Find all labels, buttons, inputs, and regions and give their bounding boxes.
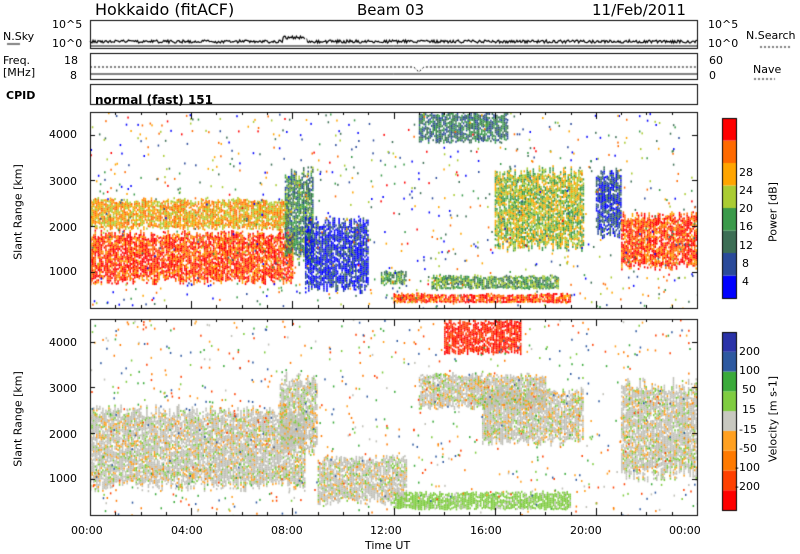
x-axis-label: Time UT <box>365 539 411 552</box>
noise-left-tick-top: 10^5 <box>52 18 83 31</box>
vel-cbar-tick: 200 <box>739 345 760 358</box>
freq-unit-label: [MHz] <box>3 66 36 79</box>
nave-tick-bottom: 0 <box>709 69 716 82</box>
power-cbar-tick: 16 <box>739 220 753 233</box>
power-cbar-tick: 8 <box>742 257 749 270</box>
date-title: 11/Feb/2011 <box>592 1 686 19</box>
vel-cbar-tick: -50 <box>739 442 757 455</box>
x-tick: 20:00 <box>570 524 602 537</box>
freq-label: Freq. <box>3 54 31 67</box>
nave-tick-top: 60 <box>709 54 723 67</box>
vel-ytick: 1000 <box>49 472 77 485</box>
power-cbar-tick: 20 <box>739 202 753 215</box>
station-title: Hokkaido (fitACF) <box>95 0 235 19</box>
x-tick: 08:00 <box>271 524 303 537</box>
vel-cbar-tick: 100 <box>739 364 760 377</box>
noise-left-tick-bottom: 10^0 <box>52 37 83 50</box>
vel-cbar-label: Velocity [m s-1] <box>766 375 780 463</box>
x-tick: 04:00 <box>171 524 203 537</box>
nsky-label: N.Sky <box>3 30 35 43</box>
x-tick: 00:00 <box>669 524 701 537</box>
vel-cbar-tick: -15 <box>739 423 757 436</box>
power-ytick: 2000 <box>49 221 77 234</box>
vel-cbar-tick: -200 <box>735 480 760 493</box>
vel-cbar-tick: 50 <box>742 383 756 396</box>
power-cbar-tick: 4 <box>742 275 749 288</box>
freq-tick-top: 18 <box>64 54 78 67</box>
power-cbar-tick: 12 <box>739 239 753 252</box>
power-cbar-label: Power [dB] <box>766 182 780 242</box>
cpid-label: CPID <box>6 89 36 102</box>
vel-cbar-tick: 15 <box>742 403 756 416</box>
vel-cbar-tick: -100 <box>735 461 760 474</box>
noise-right-tick-bottom: 10^0 <box>708 37 739 50</box>
nave-label: Nave <box>753 63 782 76</box>
x-tick: 00:00 <box>71 524 103 537</box>
noise-right-tick-top: 10^5 <box>708 18 739 31</box>
power-cbar-tick: 24 <box>739 184 753 197</box>
vel-ylabel: Slant Range [km] <box>11 371 25 467</box>
power-cbar-tick: 28 <box>739 166 753 179</box>
x-tick: 16:00 <box>470 524 502 537</box>
beam-title: Beam 03 <box>357 1 425 19</box>
cpid-value: normal (fast) 151 <box>95 93 213 107</box>
vel-ytick: 4000 <box>49 336 77 349</box>
power-ytick: 1000 <box>49 265 77 278</box>
vel-ytick: 3000 <box>49 382 77 395</box>
power-ytick: 3000 <box>49 175 77 188</box>
nsearch-label: N.Search <box>746 29 796 42</box>
x-tick: 12:00 <box>370 524 402 537</box>
power-ylabel: Slant Range [km] <box>11 164 25 260</box>
vel-ytick: 2000 <box>49 428 77 441</box>
power-ytick: 4000 <box>49 128 77 141</box>
freq-tick-bottom: 8 <box>70 69 77 82</box>
